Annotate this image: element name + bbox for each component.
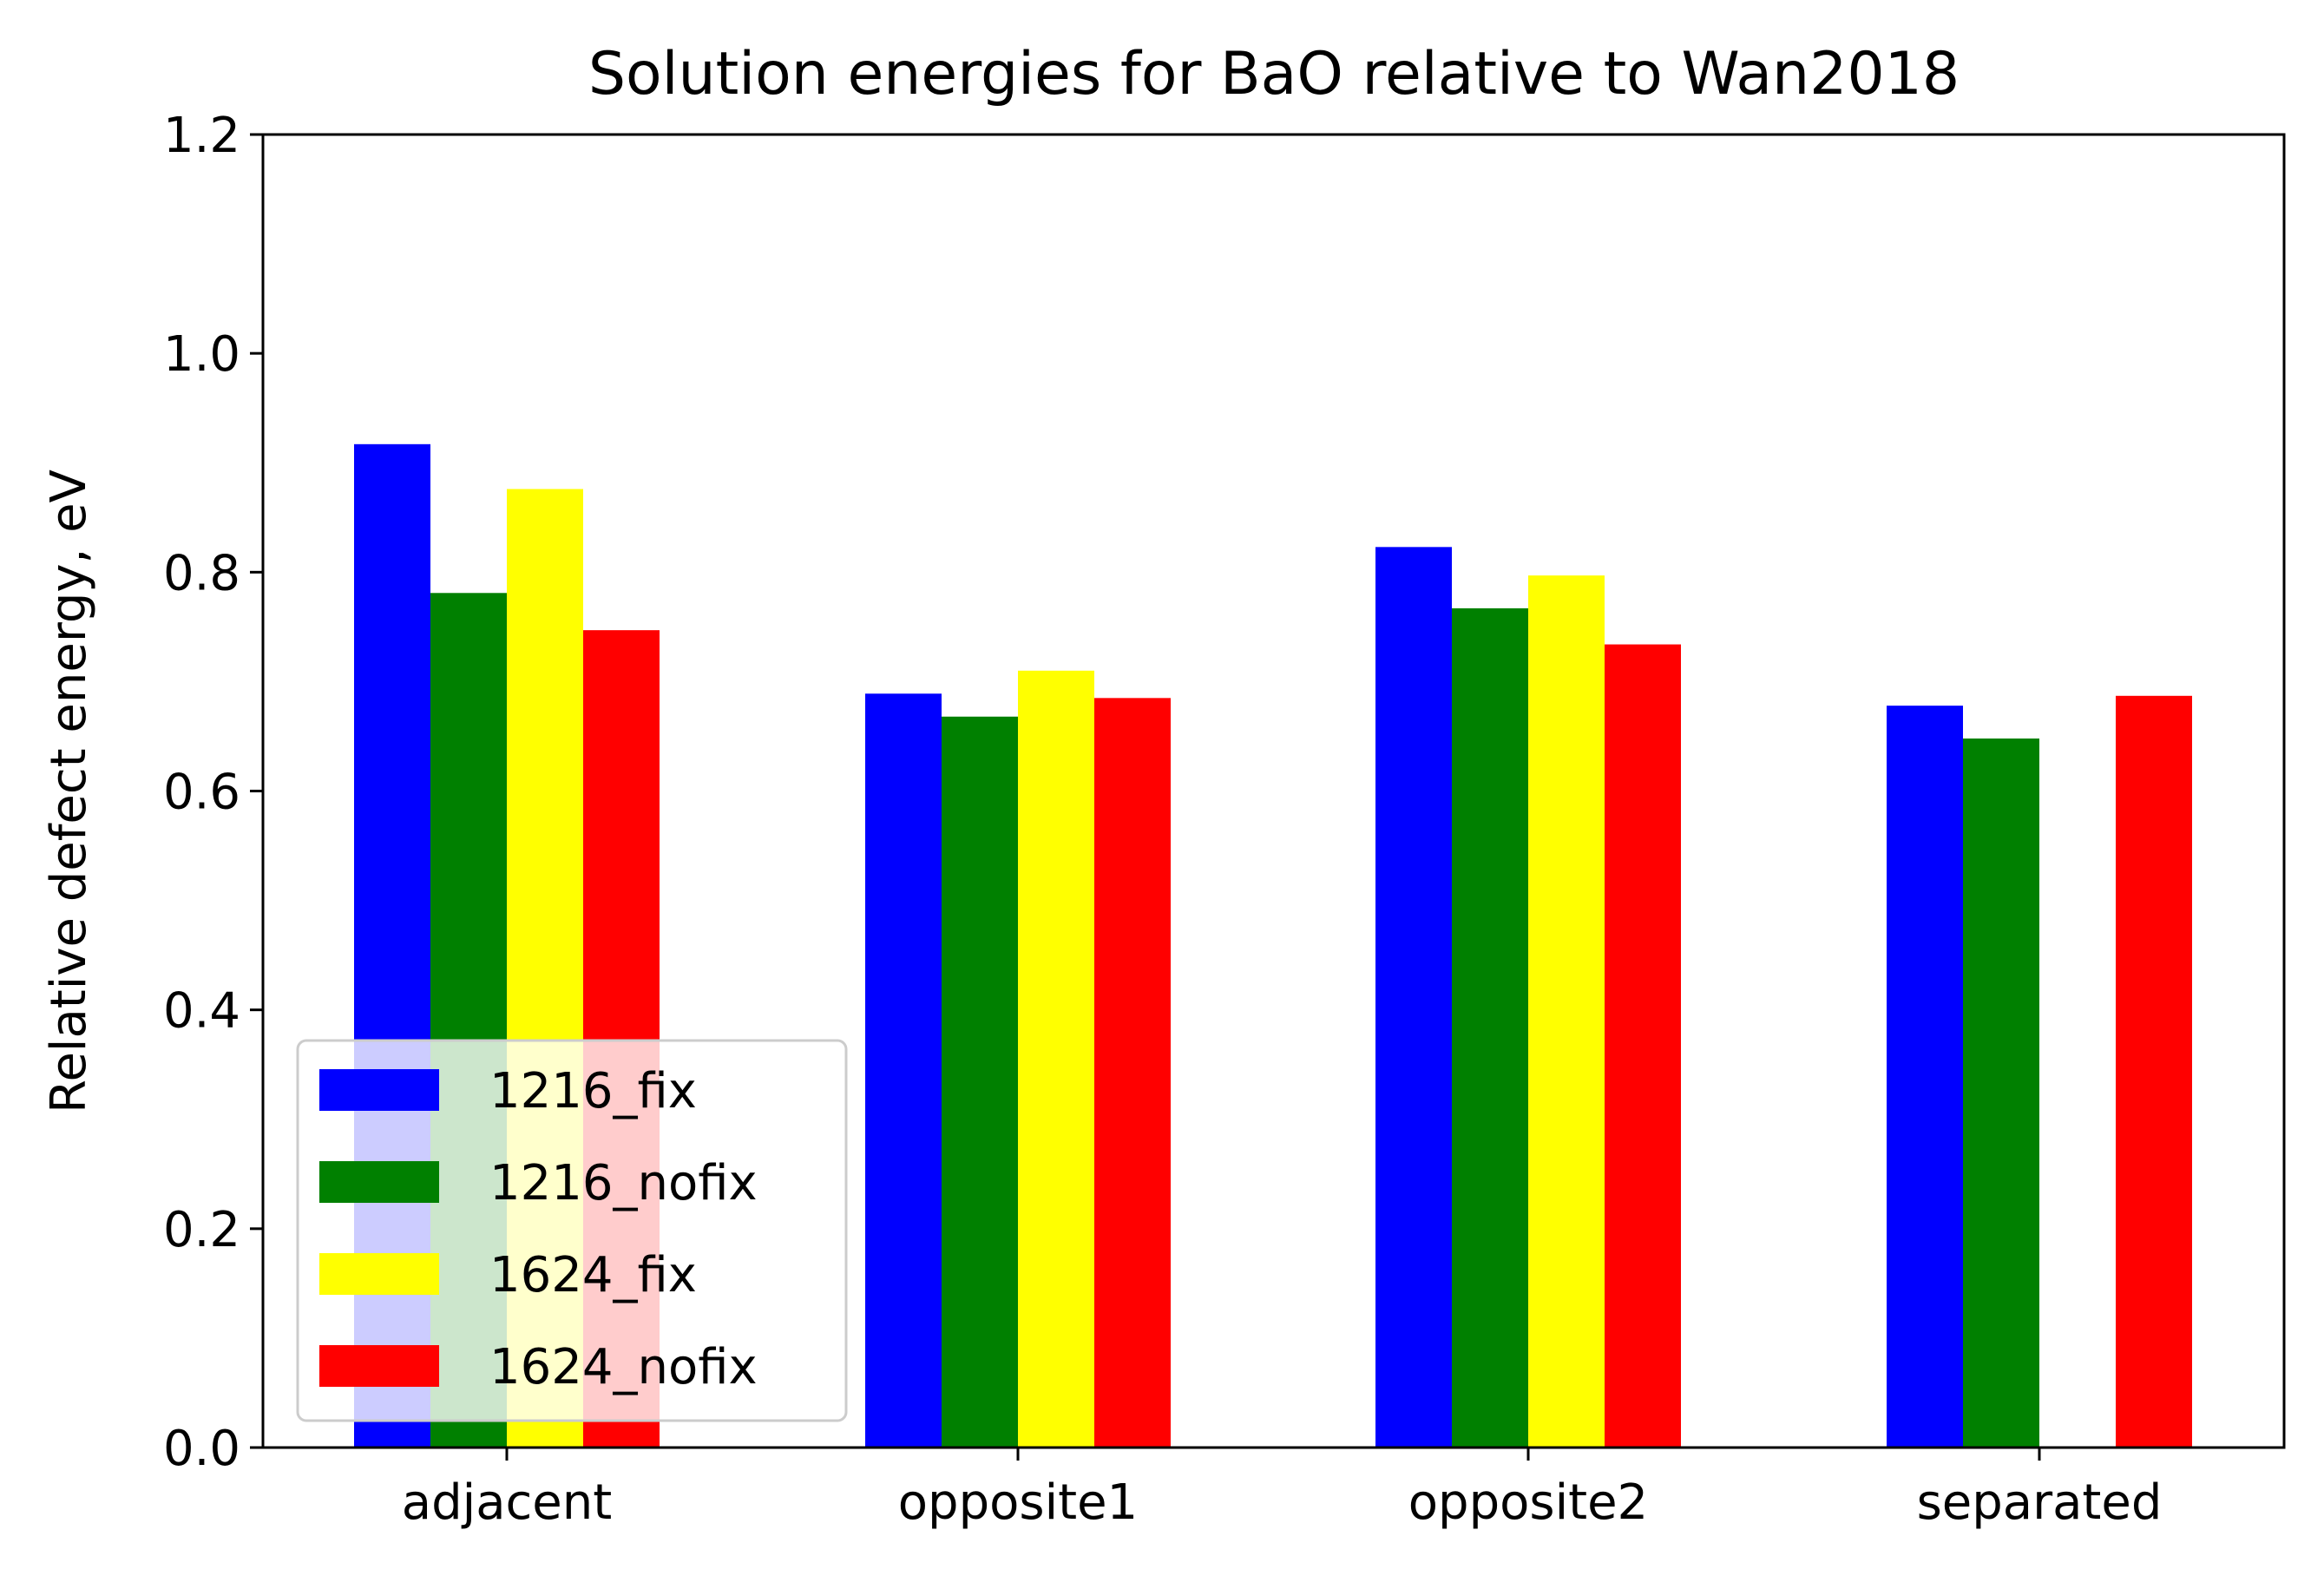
bar-1624-fix-opposite2 (1528, 575, 1605, 1448)
y-tick-label: 1.0 (163, 326, 240, 383)
y-tick-label: 0.0 (163, 1421, 240, 1477)
bar-1216-fix-separated (1887, 706, 1963, 1448)
legend-label: 1624_nofix (489, 1339, 758, 1395)
y-tick-label: 0.6 (163, 765, 240, 821)
bar-1216-fix-opposite1 (865, 693, 942, 1448)
y-axis-label: Relative defect energy, eV (41, 469, 97, 1113)
bar-1624-nofix-separated (2116, 695, 2192, 1448)
bar-1624-fix-opposite1 (1018, 670, 1094, 1448)
x-tick-label: adjacent (402, 1474, 612, 1531)
x-axis: adjacent opposite1 opposite2 separated (402, 1448, 2163, 1531)
bar-1216-fix-opposite2 (1375, 547, 1452, 1448)
legend-frame (296, 1039, 848, 1422)
bar-1624-nofix-opposite2 (1605, 644, 1681, 1448)
y-tick-label: 0.2 (163, 1202, 240, 1258)
chart-title: Solution energies for BaO relative to Wa… (588, 40, 1960, 108)
bars-layer (354, 443, 2192, 1448)
y-tick-label: 0.8 (163, 545, 240, 601)
x-tick-label: separated (1917, 1474, 2163, 1531)
legend-label: 1216_fix (489, 1063, 697, 1120)
legend-label: 1216_nofix (489, 1155, 758, 1211)
bar-1216-nofix-opposite1 (942, 716, 1018, 1448)
legend-swatch-1216-fix (319, 1069, 439, 1111)
y-tick-label: 0.4 (163, 983, 240, 1040)
x-tick-label: opposite2 (1408, 1474, 1648, 1531)
bar-1624-nofix-opposite1 (1094, 698, 1171, 1448)
legend-swatch-1624-fix (319, 1253, 439, 1295)
x-tick-label: opposite1 (898, 1474, 1138, 1531)
y-axis: 0.0 0.2 0.4 0.6 0.8 1.0 1.2 (163, 108, 263, 1477)
bar-1216-nofix-opposite2 (1452, 607, 1528, 1448)
legend-swatch-1624-nofix (319, 1345, 439, 1387)
y-tick-label: 1.2 (163, 108, 240, 164)
legend-swatch-1216-nofix (319, 1161, 439, 1203)
legend: 1216_fix 1216_nofix 1624_fix 1624_nofix (296, 1039, 848, 1422)
legend-label: 1624_fix (489, 1247, 697, 1303)
bar-1216-nofix-separated (1963, 738, 2039, 1448)
